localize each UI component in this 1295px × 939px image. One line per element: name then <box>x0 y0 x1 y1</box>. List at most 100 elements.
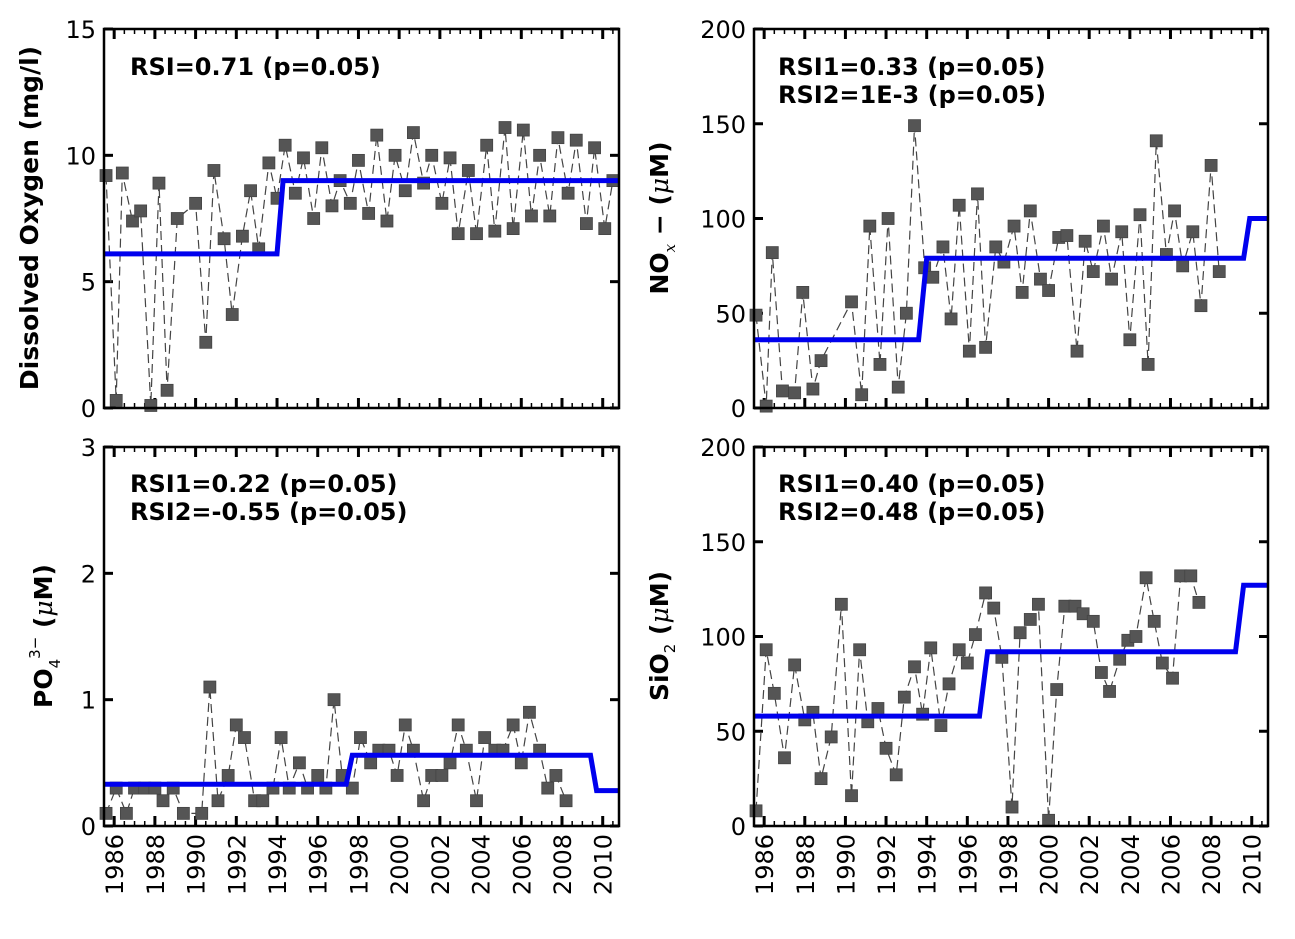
po4-data-point <box>417 794 430 808</box>
do-data-point <box>551 131 565 145</box>
nox-series-connector <box>755 125 1220 407</box>
do-data-point <box>134 204 148 218</box>
nox-marks: 0 50 100 150 200 <box>700 16 1270 423</box>
do-data-point <box>152 176 166 190</box>
nox-data-point <box>1212 265 1226 278</box>
po4-data-point <box>523 705 536 719</box>
sio2-data-point <box>1184 569 1198 583</box>
nox-ytick-label: 0 <box>731 395 746 423</box>
sio2-data-point <box>969 628 982 642</box>
do-data-point <box>262 156 276 170</box>
do-data-point <box>236 229 249 243</box>
nox-ylabel: NOx − (μM) <box>645 142 679 295</box>
sio2-xtick-label: 2002 <box>1076 834 1104 895</box>
do-data-point <box>288 186 302 200</box>
sio2-xtick-label: 1996 <box>954 834 982 895</box>
do-data-point <box>506 222 520 236</box>
nox-data-point <box>1133 208 1147 222</box>
po4-ylabel: PO43− (μM) <box>26 564 64 708</box>
po4-data-point <box>398 718 412 732</box>
nox-data-point <box>1176 259 1190 273</box>
po4-data-point <box>256 794 270 808</box>
sio2-data-point <box>1113 652 1127 666</box>
nox-data-point <box>1070 344 1084 358</box>
sio2-xtick-label: 1988 <box>792 834 820 895</box>
nox-data-point <box>1007 219 1021 233</box>
nox-data-point <box>989 240 1003 254</box>
sio2-data-point <box>897 690 911 704</box>
nox-data-point <box>1060 229 1074 242</box>
do-ylabel: Dissolved Oxygen (mg/l) <box>15 46 44 390</box>
do-data-point <box>170 212 184 225</box>
sio2-data-point <box>767 686 781 700</box>
sio2-ytick-label: 0 <box>731 813 746 841</box>
po4-xtick-label: 1996 <box>305 834 333 895</box>
do-data-point <box>199 335 213 349</box>
po4-xtick-label: 1992 <box>223 834 251 895</box>
sio2-annotation-1: RSI1=0.40 (p=0.05) <box>778 470 1046 498</box>
sio2-data-point <box>1023 613 1037 626</box>
sio2-data-point <box>979 586 993 600</box>
po4-data-point <box>274 731 288 744</box>
nox-data-point <box>1034 272 1047 286</box>
po4-data-point <box>345 781 359 795</box>
do-data-point <box>362 207 376 220</box>
panel-po4: 0 1 2 3 1986 1988 1990 1992 1994 1996 1998 2000 2002… <box>26 434 621 895</box>
nox-data-point <box>749 308 763 322</box>
sio2-annotation-2: RSI2=0.48 (p=0.05) <box>778 498 1046 526</box>
po4-data-point <box>364 756 378 770</box>
do-annotation-1: RSI=0.71 (p=0.05) <box>130 53 381 81</box>
po4-data-point <box>203 680 217 694</box>
nox-ytick-label: 50 <box>715 300 746 328</box>
po4-data-point <box>311 769 325 782</box>
nox-plot-frame <box>752 27 1270 410</box>
sio2-data-point <box>987 601 1001 615</box>
sio2-data-point <box>934 719 948 732</box>
nox-data-point <box>899 306 913 320</box>
sio2-xtick-label: 2010 <box>1239 834 1267 895</box>
do-data-point <box>569 133 583 147</box>
sio2-ytick-label: 200 <box>700 434 746 462</box>
sio2-data-point <box>1155 656 1169 670</box>
sio2-data-point <box>942 677 956 691</box>
po4-data-point <box>451 718 465 732</box>
do-ytick-label: 15 <box>65 16 96 44</box>
do-data-point <box>115 166 129 180</box>
sio2-xtick-label: 2008 <box>1198 834 1226 895</box>
po4-data-point <box>435 769 449 782</box>
po4-data-point <box>514 756 528 770</box>
nox-data-point <box>1078 234 1092 248</box>
do-data-point <box>278 138 292 152</box>
po4-data-point <box>470 794 483 808</box>
panel-nox: 0 50 100 150 200 NOx − (μM) RSI1=0.33 (p=0.0… <box>645 16 1270 423</box>
po4-plot-frame <box>102 445 621 828</box>
sio2-xtick-label: 1992 <box>873 834 901 895</box>
nox-data-point <box>1097 219 1110 233</box>
do-data-point <box>407 126 420 139</box>
nox-data-point <box>908 119 921 133</box>
do-data-point <box>380 214 394 228</box>
sio2-data-point <box>824 730 838 744</box>
nox-data-point <box>971 187 984 201</box>
po4-xtick-label: 2008 <box>549 834 577 895</box>
po4-xtick-label: 1988 <box>142 834 170 895</box>
sio2-ytick-label: 150 <box>700 529 746 557</box>
nox-annotation-2: RSI2=1E-3 (p=0.05) <box>778 81 1046 109</box>
sio2-data-point <box>879 741 893 755</box>
do-data-point <box>580 217 593 230</box>
do-data-point <box>470 227 483 241</box>
do-data-point <box>435 196 449 210</box>
do-data-point <box>598 222 612 236</box>
nox-regime-step-line <box>754 216 1268 343</box>
po4-data-point <box>176 806 190 820</box>
nox-data-point <box>1186 225 1200 239</box>
nox-data-point <box>1015 286 1029 299</box>
nox-data-point <box>1168 204 1181 218</box>
do-data-point <box>307 212 321 225</box>
po4-data-point <box>506 718 520 732</box>
do-data-point <box>352 153 365 167</box>
po4-annotation-2: RSI2=-0.55 (p=0.05) <box>130 498 407 526</box>
po4-data-point <box>211 794 225 808</box>
sio2-data-point <box>1076 607 1090 621</box>
nox-data-point <box>1141 358 1155 371</box>
